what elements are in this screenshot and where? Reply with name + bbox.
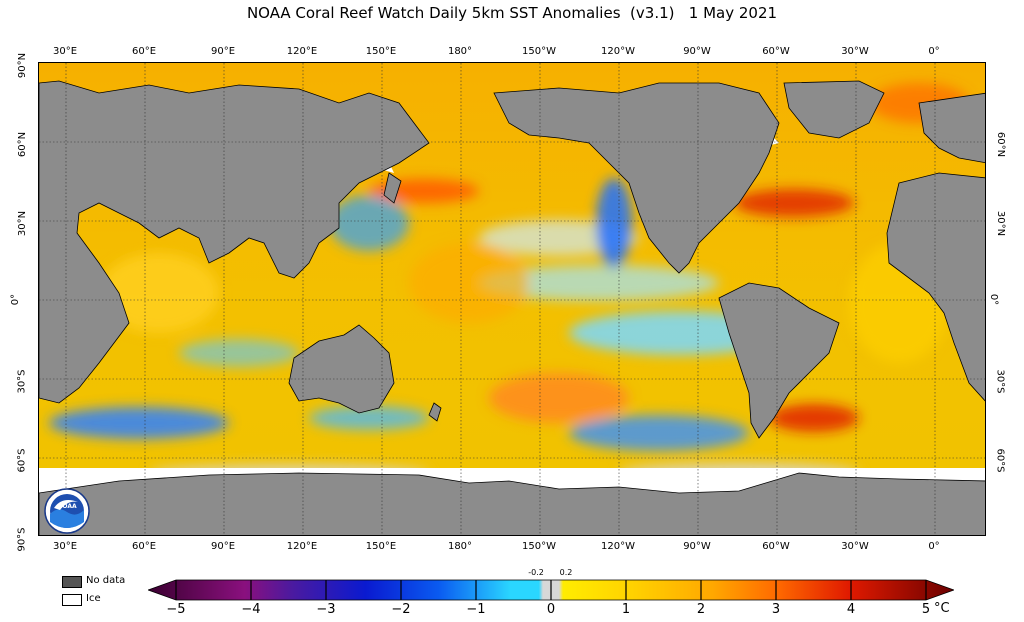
antarctica [39, 472, 985, 535]
longitude-tick-bottom-2: 90°E [210, 541, 236, 552]
colorbar-unit: °C [934, 601, 950, 616]
longitude-tick-top-0: 30°E [52, 46, 78, 57]
no-data-swatch [62, 576, 82, 588]
longitude-tick-bottom-7: 120°W [601, 541, 635, 552]
colorbar-label-pos02: 0.2 [559, 568, 573, 577]
colorbar-tick-0: −5 [166, 602, 186, 617]
land-masses [39, 80, 985, 535]
colorbar-tick-1: −4 [241, 602, 261, 617]
longitude-tick-bottom-9: 60°W [762, 541, 790, 552]
longitude-tick-bottom-8: 90°W [683, 541, 711, 552]
longitude-tick-bottom-6: 150°W [522, 541, 556, 552]
longitude-tick-bottom-5: 180° [447, 541, 473, 552]
noaa-logo-text: NOAA [57, 503, 77, 510]
ice-swatch [62, 594, 82, 606]
no-data-label: No data [86, 575, 126, 586]
colorbar-tick-8: 3 [771, 602, 781, 617]
japan [383, 172, 402, 204]
longitude-tick-top-1: 60°E [131, 46, 157, 57]
south-america [718, 282, 840, 439]
new-zealand [428, 402, 442, 422]
longitude-tick-top-3: 120°E [286, 46, 318, 57]
latitude-tick-left-6: 90°S [16, 527, 28, 552]
colorbar-tick-10: 5 [921, 602, 931, 617]
colorbar-tick-5: 0 [546, 602, 556, 617]
longitude-tick-top-4: 150°E [365, 46, 397, 57]
graticule [39, 63, 985, 535]
latitude-tick-left-1: 60°N [17, 131, 29, 158]
longitude-tick-bottom-4: 150°E [365, 541, 397, 552]
sst-anomaly-map [38, 62, 986, 536]
longitude-tick-top-5: 180° [447, 46, 473, 57]
latitude-tick-right-0: 60°N [995, 131, 1007, 158]
longitude-tick-bottom-10: 30°W [841, 541, 869, 552]
longitude-tick-top-8: 90°W [683, 46, 711, 57]
longitude-tick-top-11: 0° [928, 46, 940, 57]
colorbar-tick-9: 4 [846, 602, 856, 617]
latitude-tick-right-2: 0° [988, 293, 1000, 306]
colorbar-tick-3: −2 [391, 602, 411, 617]
colorbar-tick-2: −3 [316, 602, 336, 617]
longitude-tick-bottom-0: 30°E [52, 541, 78, 552]
ice-label: Ice [86, 593, 101, 604]
longitude-tick-bottom-3: 120°E [286, 541, 318, 552]
latitude-tick-left-5: 60°S [16, 448, 28, 473]
longitude-tick-bottom-11: 0° [928, 541, 940, 552]
latitude-tick-right-1: 30°N [995, 210, 1007, 237]
colorbar-label-neg02: -0.2 [528, 568, 544, 577]
latitude-tick-right-3: 30°S [994, 369, 1006, 394]
latitude-tick-left-2: 30°N [17, 210, 29, 237]
north-america [493, 82, 780, 274]
colorbar-tick-6: 1 [621, 602, 631, 617]
colorbar [148, 579, 954, 601]
longitude-tick-top-9: 60°W [762, 46, 790, 57]
australia [288, 324, 395, 414]
latitude-tick-left-3: 0° [10, 293, 22, 306]
map-title: NOAA Coral Reef Watch Daily 5km SST Anom… [246, 4, 778, 22]
longitude-tick-top-10: 30°W [841, 46, 869, 57]
latitude-tick-left-0: 90°N [17, 52, 29, 79]
longitude-tick-top-6: 150°W [522, 46, 556, 57]
eurasia-africa-west [39, 80, 430, 404]
longitude-tick-bottom-1: 60°E [131, 541, 157, 552]
greenland [783, 80, 885, 139]
longitude-tick-top-2: 90°E [210, 46, 236, 57]
africa-east [886, 172, 985, 402]
longitude-tick-top-7: 120°W [601, 46, 635, 57]
europe-east [918, 92, 985, 164]
latitude-tick-left-4: 30°S [16, 369, 28, 394]
colorbar-tick-7: 2 [696, 602, 706, 617]
colorbar-tick-4: −1 [466, 602, 486, 617]
noaa-logo: NOAA [44, 488, 90, 534]
latitude-tick-right-4: 60°S [994, 448, 1006, 473]
